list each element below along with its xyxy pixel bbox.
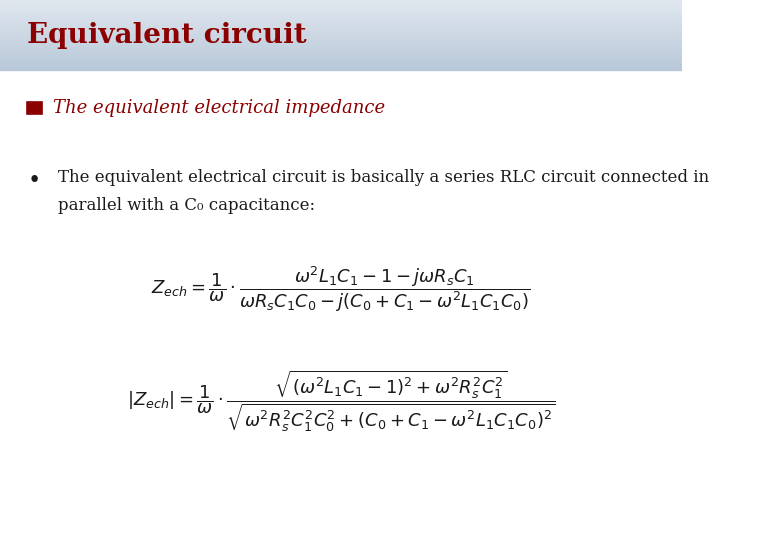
Bar [0,49,682,51]
Bar [0,37,682,39]
Bar [0,65,682,67]
Bar [0,24,682,26]
Bar [0,3,682,5]
Text: $|Z_{ech}| = \dfrac{1}{\omega} \cdot \dfrac{\sqrt{(\omega^2 L_1 C_1 - 1)^2 + \om: $|Z_{ech}| = \dfrac{1}{\omega} \cdot \df… [126,369,555,435]
Bar [0,58,682,60]
Bar [0,5,682,7]
Bar [0,9,682,10]
Bar [0,53,682,55]
Text: •: • [27,170,41,192]
Bar [0,7,682,9]
Bar [0,39,682,40]
Bar [0,69,682,70]
Bar [0,45,682,48]
Bar [0,12,682,14]
Bar [0,17,682,19]
Bar [0,14,682,16]
Text: $Z_{ech} = \dfrac{1}{\omega} \cdot \dfrac{\omega^2 L_1 C_1 - 1 - j\omega R_s C_1: $Z_{ech} = \dfrac{1}{\omega} \cdot \dfra… [151,264,530,314]
Bar [0,63,682,65]
Bar [0,31,682,33]
Bar [0,11,682,12]
Bar [0,60,682,62]
Bar [0,56,682,58]
Text: The equivalent electrical impedance: The equivalent electrical impedance [52,99,385,117]
Bar [0,30,682,31]
Bar [0,44,682,45]
Bar [0,55,682,56]
Bar [0,66,682,69]
Bar [0,2,682,3]
Bar [0,62,682,63]
Bar [0,33,682,35]
Bar [0,21,682,23]
Bar [0,0,682,2]
Bar [0,42,682,44]
Bar [0,19,682,21]
Bar [0,35,682,37]
Text: Equivalent circuit: Equivalent circuit [27,22,307,49]
Text: The equivalent electrical circuit is basically a series RLC circuit connected in: The equivalent electrical circuit is bas… [58,168,709,186]
Bar [0,26,682,28]
Bar [0,16,682,17]
Bar [0,51,682,53]
Bar [0,23,682,24]
Bar [0,28,682,30]
Text: parallel with a C₀ capacitance:: parallel with a C₀ capacitance: [58,197,315,214]
Bar [0,40,682,42]
Bar [0,48,682,49]
Bar [27,102,42,114]
